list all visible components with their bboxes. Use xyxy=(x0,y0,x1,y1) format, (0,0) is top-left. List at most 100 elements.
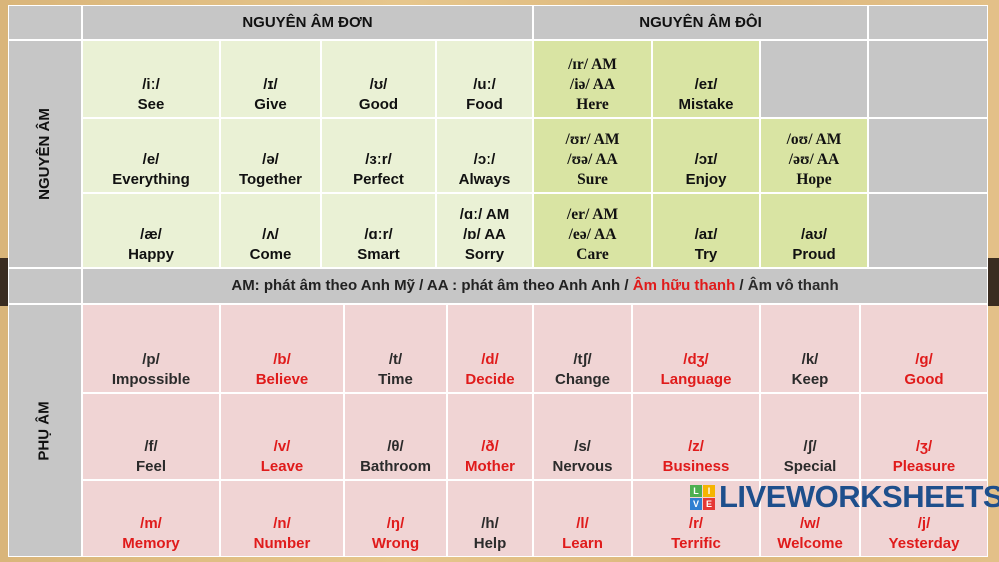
empty-cell xyxy=(761,41,867,117)
ipa-symbol: /iə/ AA xyxy=(569,76,616,93)
ipa-symbol: /v/ xyxy=(273,438,291,455)
diphthong-cell: /eɪ/Mistake xyxy=(653,41,759,117)
corner-cell xyxy=(9,6,81,39)
example-word: Learn xyxy=(562,535,603,552)
ipa-symbol: /ə/ xyxy=(262,151,279,168)
ipa-symbol: /m/ xyxy=(140,515,162,532)
monophthong-cell: /ʊ/Good xyxy=(322,41,435,117)
ipa-symbol: /r/ xyxy=(688,515,704,532)
ipa-symbol: /ɪ/ xyxy=(263,76,278,93)
example-word: Always xyxy=(458,171,511,188)
diphthong-cell: /ɔɪ/Enjoy xyxy=(653,119,759,192)
side-label-text: NGUYÊN ÂM xyxy=(36,108,54,200)
empty-cell xyxy=(869,119,987,192)
ipa-symbol: /ʊr/ AM xyxy=(565,131,620,148)
example-word: Impossible xyxy=(111,371,191,388)
ipa-symbol: /ɔː/ xyxy=(473,151,496,168)
ipa-symbol: /h/ xyxy=(481,515,499,532)
ipa-symbol: /ɑː/ AM xyxy=(459,206,510,223)
example-word: Sorry xyxy=(464,246,505,263)
consonant-cell: /z/Business xyxy=(633,394,759,479)
ipa-symbol: /θ/ xyxy=(387,438,404,455)
monophthong-cell: /ɑːr/Smart xyxy=(322,194,435,267)
monophthong-cell: /e/Everything xyxy=(83,119,219,192)
example-word: Number xyxy=(253,535,311,552)
example-word: Good xyxy=(904,371,944,388)
diphthong-cell: /er/ AM/eə/ AA Care xyxy=(534,194,651,267)
ipa-symbol: /e/ xyxy=(142,151,160,168)
ipa-symbol: /ɔɪ/ xyxy=(694,151,718,168)
example-word: Special xyxy=(783,458,837,475)
ipa-symbol: /uː/ xyxy=(473,76,496,93)
logo-tile: E xyxy=(703,497,715,510)
consonant-cell: /ʃ/Special xyxy=(761,394,859,479)
ipa-symbol: /er/ AM xyxy=(566,206,619,223)
consonant-cell: /t/Time xyxy=(345,305,446,392)
example-word: Wrong xyxy=(371,535,420,552)
monophthong-cell: /uː/Food xyxy=(437,41,532,117)
legend-abbrev: AM: phát âm theo Anh Mỹ / AA : phát âm t… xyxy=(231,277,633,294)
example-word: Sure xyxy=(577,171,608,188)
consonant-cell: /n/Number xyxy=(221,481,343,556)
ipa-symbol: /oʊ/ AM xyxy=(786,131,842,148)
ipa-symbol: /ʒ/ xyxy=(915,438,933,455)
example-word: Give xyxy=(254,96,287,113)
example-word: Care xyxy=(576,246,609,263)
ipa-symbol: /ɒ/ AA xyxy=(463,226,506,243)
consonant-cell: /l/Learn xyxy=(534,481,631,556)
example-word: Change xyxy=(554,371,610,388)
consonant-cell: /g/Good xyxy=(861,305,987,392)
ipa-symbol: /ʊə/ AA xyxy=(567,151,618,168)
example-word: Pleasure xyxy=(892,458,956,475)
header-empty xyxy=(869,6,987,39)
ipa-symbol: /ɪr/ AM xyxy=(568,56,617,73)
example-word: Nervous xyxy=(552,458,613,475)
example-word: Decide xyxy=(465,371,515,388)
ipa-symbol: /eə/ AA xyxy=(568,226,617,243)
monophthong-cell: /ɜːr/Perfect xyxy=(322,119,435,192)
example-word: Time xyxy=(378,371,413,388)
monophthong-cell: /ɑː/ AM/ɒ/ AA Sorry xyxy=(437,194,532,267)
ipa-symbol: /b/ xyxy=(273,351,291,368)
example-word: Hope xyxy=(796,171,832,188)
background-band-left xyxy=(0,258,8,306)
example-word: Yesterday xyxy=(888,535,960,552)
example-word: Good xyxy=(358,96,399,113)
ipa-symbol: /əʊ/ AA xyxy=(788,151,840,168)
example-word: Enjoy xyxy=(685,171,727,188)
logo-tiles-icon: L I V E xyxy=(690,484,715,510)
example-word: Together xyxy=(238,171,303,188)
side-label-consonants: PHỤ ÂM xyxy=(9,305,81,556)
consonant-cell: /θ/Bathroom xyxy=(345,394,446,479)
example-word: Terrific xyxy=(671,535,721,552)
consonant-cell: /m/Memory xyxy=(83,481,219,556)
ipa-symbol: /n/ xyxy=(273,515,291,532)
example-word: Feel xyxy=(135,458,166,475)
ipa-symbol: /p/ xyxy=(142,351,160,368)
ipa-symbol: /ʌ/ xyxy=(262,226,279,243)
consonant-cell: /ʒ/Pleasure xyxy=(861,394,987,479)
ipa-symbol: /ɜːr/ xyxy=(365,151,392,168)
diphthong-cell: /ɪr/ AM/iə/ AA Here xyxy=(534,41,651,117)
monophthong-cell: /ə/Together xyxy=(221,119,320,192)
legend-note: AM: phát âm theo Anh Mỹ / AA : phát âm t… xyxy=(83,269,987,303)
legend-separator: / xyxy=(735,277,748,294)
background-band-right xyxy=(988,258,999,306)
example-word: Business xyxy=(662,458,730,475)
ipa-symbol: /dʒ/ xyxy=(683,351,709,368)
ipa-symbol: /iː/ xyxy=(142,76,160,93)
example-word: Mother xyxy=(465,458,515,475)
ipa-symbol: /ʊ/ xyxy=(369,76,388,93)
header-label: NGUYÊN ÂM ĐƠN xyxy=(242,13,373,31)
monophthong-cell: /ɪ/Give xyxy=(221,41,320,117)
legend-text: AM: phát âm theo Anh Mỹ / AA : phát âm t… xyxy=(231,276,838,296)
example-word: Happy xyxy=(128,246,174,263)
consonant-cell: /v/Leave xyxy=(221,394,343,479)
example-word: Mistake xyxy=(678,96,734,113)
example-word: Perfect xyxy=(353,171,404,188)
diphthong-cell: /oʊ/ AM/əʊ/ AA Hope xyxy=(761,119,867,192)
legend-voiced: Âm hữu thanh xyxy=(632,277,736,294)
ipa-symbol: /g/ xyxy=(915,351,933,368)
example-word: Come xyxy=(249,246,292,263)
legend-voiceless: Âm vô thanh xyxy=(747,277,839,294)
